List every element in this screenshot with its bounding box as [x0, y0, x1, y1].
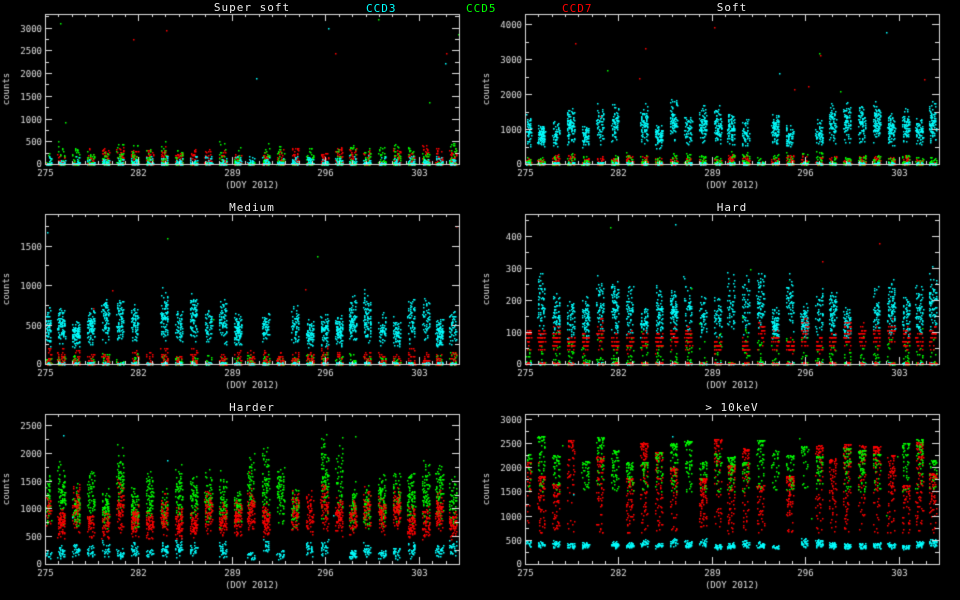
scatter-canvas-hard: [480, 200, 960, 400]
panel-harder: Harder: [0, 400, 480, 600]
panel-gt10kev: > 10keV: [480, 400, 960, 600]
scatter-canvas-super-soft: [0, 0, 480, 200]
scatter-canvas-gt10kev: [480, 400, 960, 600]
panel-soft: Soft: [480, 0, 960, 200]
scatter-canvas-soft: [480, 0, 960, 200]
panel-medium: Medium: [0, 200, 480, 400]
panel-hard: Hard: [480, 200, 960, 400]
panel-super-soft: Super soft: [0, 0, 480, 200]
scatter-canvas-medium: [0, 200, 480, 400]
scatter-canvas-harder: [0, 400, 480, 600]
